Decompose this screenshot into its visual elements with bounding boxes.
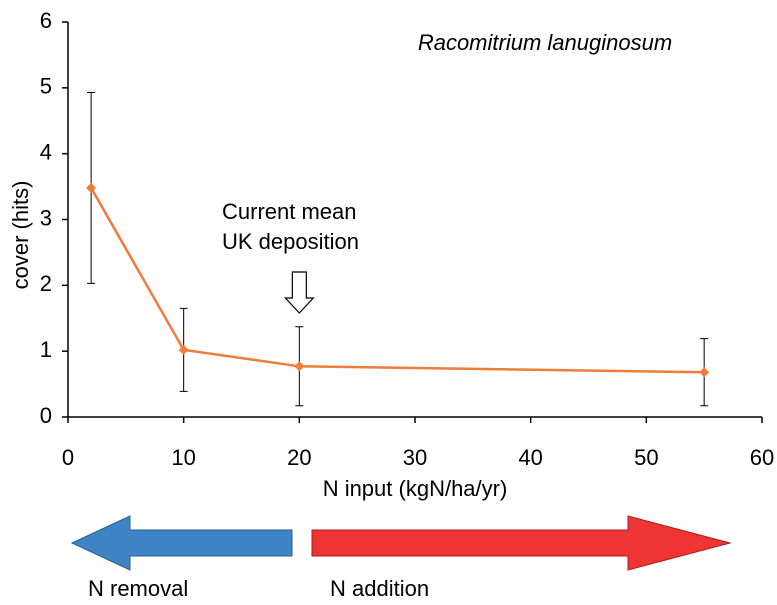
annotation: UK deposition — [222, 229, 359, 254]
x-tick-label: 40 — [518, 445, 542, 470]
y-tick-label: 3 — [40, 205, 52, 230]
left-arrow — [70, 515, 293, 571]
y-tick-label: 0 — [40, 403, 52, 428]
right-arrow-label: N addition — [330, 576, 429, 601]
data-point — [699, 367, 710, 378]
data-point — [178, 344, 189, 355]
right-arrow — [311, 515, 732, 571]
x-tick-label: 0 — [62, 445, 74, 470]
left-arrow-label: N removal — [88, 576, 188, 601]
x-tick-label: 50 — [634, 445, 658, 470]
data-line — [90, 187, 705, 374]
data-point — [294, 361, 305, 372]
x-axis-label: N input (kgN/ha/yr) — [323, 476, 508, 501]
y-tick-label: 4 — [40, 139, 52, 164]
annotation: Current mean — [222, 199, 357, 224]
species-label: Racomitrium lanuginosum — [418, 30, 672, 55]
x-tick-label: 20 — [287, 445, 311, 470]
annotation-arrow — [283, 271, 315, 314]
y-axis-label: cover (hits) — [8, 181, 33, 290]
x-tick-label: 30 — [403, 445, 427, 470]
y-tick-label: 1 — [40, 337, 52, 362]
data-point — [86, 182, 97, 193]
x-tick-label: 60 — [750, 445, 774, 470]
y-tick-label: 6 — [40, 8, 52, 33]
y-tick-label: 5 — [40, 74, 52, 99]
y-tick-label: 2 — [40, 271, 52, 296]
x-tick-label: 10 — [171, 445, 195, 470]
